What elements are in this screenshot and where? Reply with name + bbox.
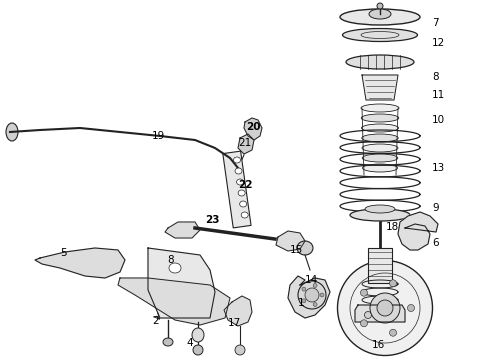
Polygon shape xyxy=(118,278,230,325)
Text: 20: 20 xyxy=(246,122,261,132)
Ellipse shape xyxy=(184,283,196,293)
Ellipse shape xyxy=(346,55,414,69)
Ellipse shape xyxy=(343,28,417,41)
Ellipse shape xyxy=(235,168,242,174)
Text: 1: 1 xyxy=(298,298,305,308)
Ellipse shape xyxy=(237,179,244,185)
Ellipse shape xyxy=(235,345,245,355)
Text: 8: 8 xyxy=(167,255,173,265)
Polygon shape xyxy=(148,248,215,318)
Polygon shape xyxy=(362,75,398,100)
Ellipse shape xyxy=(192,328,204,342)
Ellipse shape xyxy=(234,157,241,163)
Ellipse shape xyxy=(193,345,203,355)
Text: 6: 6 xyxy=(432,238,439,248)
Bar xyxy=(223,151,251,228)
Ellipse shape xyxy=(238,190,245,196)
Text: 23: 23 xyxy=(205,215,220,225)
Ellipse shape xyxy=(377,300,393,316)
Ellipse shape xyxy=(362,124,398,132)
Text: 16: 16 xyxy=(372,340,385,350)
Polygon shape xyxy=(288,276,330,318)
Ellipse shape xyxy=(241,212,248,218)
Ellipse shape xyxy=(350,209,410,221)
Text: 9: 9 xyxy=(432,203,439,213)
Ellipse shape xyxy=(297,241,313,255)
Ellipse shape xyxy=(377,3,383,9)
Text: 18: 18 xyxy=(386,222,399,232)
Text: 2: 2 xyxy=(152,316,159,326)
Ellipse shape xyxy=(338,261,433,356)
Text: 13: 13 xyxy=(432,163,445,173)
Ellipse shape xyxy=(390,329,396,336)
Text: 4: 4 xyxy=(186,338,193,348)
Ellipse shape xyxy=(361,104,399,112)
Text: 10: 10 xyxy=(432,115,445,125)
Ellipse shape xyxy=(313,283,317,288)
Ellipse shape xyxy=(305,288,319,302)
Ellipse shape xyxy=(361,289,368,296)
Text: 11: 11 xyxy=(432,90,445,100)
Text: 14: 14 xyxy=(305,275,318,285)
Ellipse shape xyxy=(240,201,246,207)
Text: 8: 8 xyxy=(432,72,439,82)
Ellipse shape xyxy=(302,287,306,291)
Ellipse shape xyxy=(370,293,400,323)
Ellipse shape xyxy=(363,164,397,172)
Text: 15: 15 xyxy=(290,245,303,255)
Polygon shape xyxy=(224,296,252,326)
Ellipse shape xyxy=(361,114,399,122)
Ellipse shape xyxy=(234,162,242,174)
Polygon shape xyxy=(244,118,262,140)
Text: 19: 19 xyxy=(152,131,165,141)
Ellipse shape xyxy=(302,299,306,303)
Text: 12: 12 xyxy=(432,38,445,48)
Polygon shape xyxy=(165,222,200,238)
Ellipse shape xyxy=(389,311,395,319)
Text: 22: 22 xyxy=(238,180,252,190)
Ellipse shape xyxy=(320,293,324,297)
Text: 7: 7 xyxy=(432,18,439,28)
Ellipse shape xyxy=(169,263,181,273)
Text: 5: 5 xyxy=(60,248,67,258)
Ellipse shape xyxy=(362,154,398,162)
Ellipse shape xyxy=(361,320,368,327)
Ellipse shape xyxy=(313,302,317,306)
Polygon shape xyxy=(276,231,305,251)
Ellipse shape xyxy=(362,134,398,142)
Ellipse shape xyxy=(298,281,326,309)
Ellipse shape xyxy=(169,303,181,313)
Ellipse shape xyxy=(408,305,415,311)
Bar xyxy=(368,248,392,283)
Text: 21: 21 xyxy=(238,138,251,148)
Polygon shape xyxy=(355,305,405,322)
Polygon shape xyxy=(35,248,125,278)
Ellipse shape xyxy=(340,9,420,25)
Ellipse shape xyxy=(6,123,18,141)
Ellipse shape xyxy=(365,205,395,213)
Ellipse shape xyxy=(362,144,398,152)
Ellipse shape xyxy=(365,311,371,319)
Ellipse shape xyxy=(163,338,173,346)
Ellipse shape xyxy=(369,9,391,19)
Ellipse shape xyxy=(390,280,396,287)
Text: 17: 17 xyxy=(228,318,241,328)
Polygon shape xyxy=(398,212,438,250)
Polygon shape xyxy=(238,134,254,154)
